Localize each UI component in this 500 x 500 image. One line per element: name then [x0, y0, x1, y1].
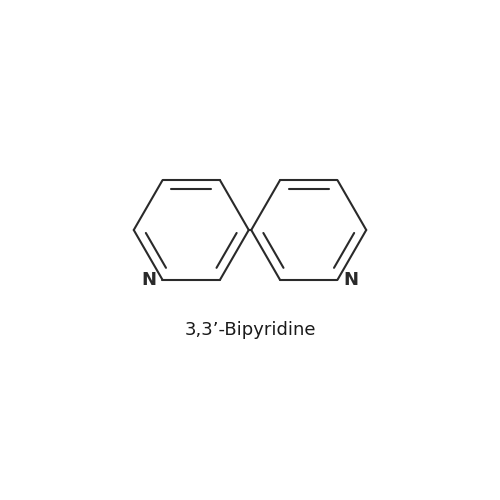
Text: N: N [142, 271, 156, 289]
Text: N: N [344, 271, 358, 289]
Text: 3,3’-Bipyridine: 3,3’-Bipyridine [184, 321, 316, 339]
